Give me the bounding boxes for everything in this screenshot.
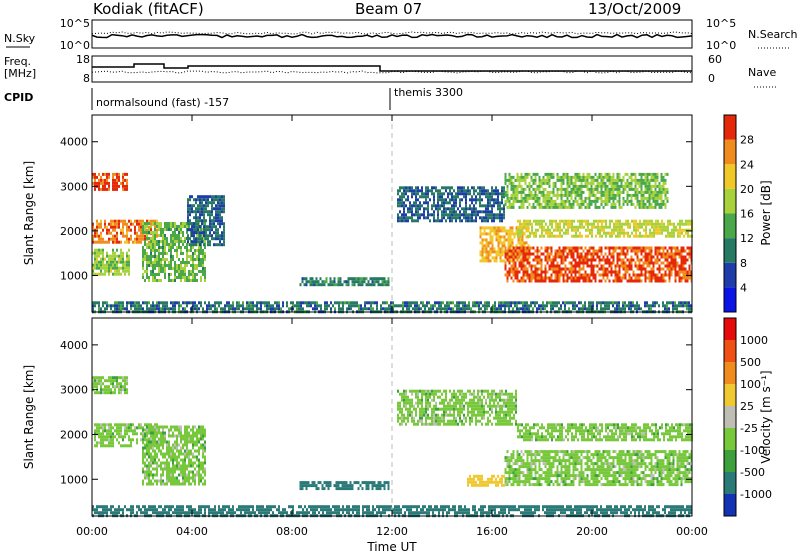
scatter-region [467,474,505,487]
beam-title: Beam 07 [355,0,422,18]
y-tick-label: 4000 [60,136,88,149]
colorbar-swatch [724,472,736,494]
colorbar-tick-label: 28 [740,134,754,147]
power-colorbar-label: Power [dB] [759,180,773,245]
colorbar-swatch [724,384,736,406]
colorbar-tick-label: 25 [740,400,754,413]
nsearch-label: N.Search [748,28,798,41]
colorbar-tick-label: 4 [740,281,747,294]
x-tick-label: 20:00 [576,525,608,538]
velocity-panel: 1000 2000 3000 4000 00:00 04:00 08:00 12:00 16:… [22,115,773,554]
power-colorbar: 4 8 12 16 20 24 28 [723,114,754,313]
cpid-segment-2: themis 3300 [394,86,463,99]
colorbar-swatch [724,262,736,288]
scatter-region [299,277,390,287]
nsky-panel: N.Sky 10^5 10^0 10^5 10^0 N.Search [4,17,798,52]
time-axis-label: Time UT [366,540,417,554]
scatter-region [504,172,669,209]
colorbar-swatch [724,139,736,165]
colorbar-swatch [724,213,736,239]
colorbar-swatch [724,318,736,340]
colorbar-swatch [724,494,736,516]
nsky-tick-bottom: 10^0 [60,39,90,52]
colorbar-tick-label: 20 [740,183,754,196]
scatter-region [142,425,206,486]
freq-tick-top: 18 [76,53,90,66]
y-tick-label: 1000 [60,473,88,486]
x-tick-label: 00:00 [76,525,108,538]
scatter-region [517,219,693,238]
velocity-ylabel: Slant Range [km] [22,365,36,469]
nsky-label: N.Sky [4,32,36,45]
y-tick-label: 3000 [60,180,88,193]
scatter-region [504,246,693,283]
power-ylabel: Slant Range [km] [22,161,36,265]
power-panel: 1000 2000 3000 4000 Slant Range [km] 4 8 12 16… [22,114,773,314]
colorbar-tick-label: 24 [740,158,754,171]
colorbar-swatch [724,340,736,362]
scatter-region [397,389,517,426]
colorbar-tick-label: -1000 [740,488,772,501]
colorbar-swatch [724,406,736,428]
nave-tick-top: 60 [708,53,722,66]
nsky-tick-top: 10^5 [60,17,90,30]
colorbar-tick-label: -25 [740,422,758,435]
scatter-region [504,450,693,487]
nsearch-tick-top: 10^5 [706,17,736,30]
cpid-label: CPID [4,91,33,104]
y-tick-label: 1000 [60,269,88,282]
colorbar-tick-label: -500 [740,466,765,479]
y-tick-label: 3000 [60,384,88,397]
scatter-region [517,423,693,442]
cpid-segment-1: normalsound (fast) -157 [96,96,229,109]
freq-panel: Freq. [MHz] 18 8 60 0 Nave [4,53,776,88]
scatter-region [92,172,128,191]
power-heatmap [92,172,693,314]
colorbar-tick-label: 100 [740,378,761,391]
colorbar-tick-label: 8 [740,257,747,270]
colorbar-tick-label: -100 [740,444,765,457]
y-tick-label: 2000 [60,225,88,238]
y-tick-label: 2000 [60,428,88,441]
freq-unit: [MHz] [4,67,36,80]
scatter-region [187,195,225,247]
x-tick-label: 04:00 [176,525,208,538]
colorbar-swatch [724,238,736,263]
colorbar-swatch [724,428,736,450]
x-tick-label: 00:00 [676,525,708,538]
cpid-row: CPID normalsound (fast) -157 themis 3300 [4,86,463,110]
nave-label: Nave [748,66,776,79]
colorbar-tick-label: 1000 [740,334,768,347]
scatter-region [94,423,158,448]
scatter-region [299,481,390,491]
date-title: 13/Oct/2009 [588,0,681,18]
freq-label: Freq. [4,55,31,68]
nsearch-tick-bottom: 10^0 [706,39,736,52]
velocity-colorbar-label: Velocity [m s⁻¹] [759,370,773,463]
scatter-region [92,248,130,276]
colorbar-tick-label: 500 [740,356,761,369]
y-tick-label: 4000 [60,339,88,352]
colorbar-tick-label: 16 [740,208,754,221]
scatter-region [397,186,505,223]
velocity-colorbar: 1000 500 100 25 -25 -100 -500 -1000 [723,317,772,517]
station-title: Kodiak (fitACF) [93,0,204,18]
colorbar-tick-label: 12 [740,232,754,245]
colorbar-swatch [724,164,736,189]
freq-tick-bottom: 8 [83,72,90,85]
x-tick-label: 08:00 [276,525,308,538]
nave-tick-bottom: 0 [708,72,715,85]
colorbar-swatch [724,188,736,214]
x-tick-label: 12:00 [376,525,408,538]
x-tick-label: 16:00 [476,525,508,538]
colorbar-swatch [724,115,736,140]
colorbar-swatch [724,362,736,384]
scatter-region [92,376,128,395]
colorbar-swatch [724,450,736,472]
colorbar-swatch [724,287,736,312]
